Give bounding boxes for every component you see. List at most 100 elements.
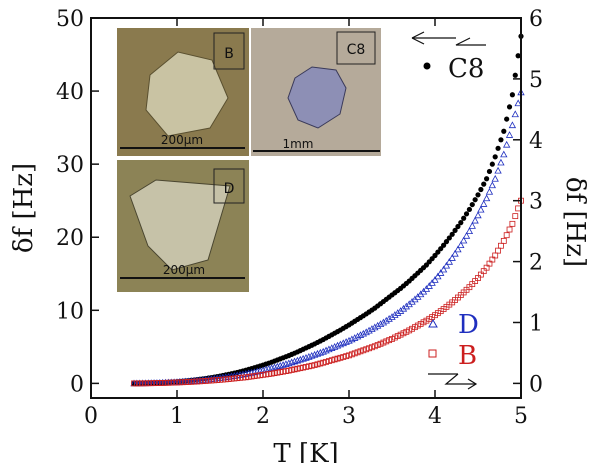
photo-c8-crystal bbox=[287, 66, 347, 129]
data-point bbox=[434, 272, 442, 280]
y-left-tick-label: 20 bbox=[56, 226, 84, 251]
data-point bbox=[506, 226, 513, 233]
data-point bbox=[382, 316, 390, 324]
data-point bbox=[362, 328, 370, 336]
y-axis-left-label: δf [Hz] bbox=[9, 163, 39, 253]
data-point bbox=[480, 200, 488, 207]
data-point bbox=[348, 335, 356, 343]
data-point bbox=[437, 269, 445, 276]
data-point bbox=[402, 302, 411, 310]
data-point bbox=[471, 216, 479, 224]
data-point bbox=[385, 314, 393, 322]
data-point bbox=[435, 249, 441, 255]
data-point bbox=[399, 304, 408, 312]
series-layer bbox=[130, 33, 525, 387]
photo-d-label-box bbox=[213, 168, 245, 204]
data-point bbox=[319, 347, 327, 355]
data-point bbox=[495, 145, 501, 151]
data-point bbox=[485, 187, 494, 195]
legend-d-label: D bbox=[458, 310, 479, 340]
photo-d-crystal bbox=[129, 179, 231, 271]
y-left-tick-label: 0 bbox=[70, 372, 84, 397]
data-point bbox=[431, 276, 439, 283]
legend: C8 D B bbox=[423, 54, 484, 371]
photo-c8-label: C8 bbox=[347, 42, 366, 58]
data-point bbox=[502, 140, 511, 148]
data-point bbox=[504, 116, 510, 122]
y-left-tick-label: 50 bbox=[56, 7, 84, 32]
data-point bbox=[514, 99, 522, 107]
data-point bbox=[451, 249, 459, 257]
right-axis-arrow bbox=[428, 373, 478, 390]
left-arrow-tip bbox=[411, 31, 425, 39]
legend-b-marker bbox=[428, 349, 437, 358]
data-point bbox=[322, 346, 330, 354]
data-point bbox=[391, 311, 399, 318]
data-point bbox=[438, 246, 444, 252]
data-point bbox=[442, 261, 451, 269]
data-point bbox=[282, 360, 290, 368]
y-right-tick-label: 6 bbox=[529, 7, 543, 32]
data-point bbox=[492, 154, 498, 160]
data-point bbox=[285, 359, 293, 367]
inset-photo-d: D 200μm bbox=[117, 160, 249, 292]
photo-b-crystal bbox=[145, 51, 229, 137]
data-point bbox=[512, 72, 518, 78]
data-point bbox=[356, 331, 365, 338]
data-point bbox=[481, 181, 487, 187]
data-point bbox=[498, 137, 504, 143]
data-point bbox=[379, 318, 388, 326]
y-left-tick-label: 40 bbox=[56, 80, 84, 105]
data-point bbox=[394, 309, 402, 316]
data-point bbox=[432, 252, 438, 259]
data-point bbox=[462, 231, 471, 239]
data-point bbox=[463, 211, 470, 217]
x-tick-label: 5 bbox=[514, 404, 528, 429]
data-point bbox=[509, 92, 515, 98]
photo-c8-label-box bbox=[336, 31, 376, 65]
data-point bbox=[465, 227, 474, 235]
data-point bbox=[273, 362, 282, 370]
data-point bbox=[328, 344, 336, 351]
right-arrow-tip bbox=[467, 378, 478, 390]
data-point bbox=[494, 166, 502, 174]
data-point bbox=[497, 158, 505, 166]
data-point bbox=[500, 237, 507, 244]
data-point bbox=[475, 192, 481, 198]
data-point bbox=[455, 223, 461, 230]
data-point bbox=[495, 247, 501, 254]
data-point bbox=[500, 150, 508, 158]
data-point bbox=[293, 356, 302, 364]
x-tick-label: 2 bbox=[256, 404, 270, 429]
data-point bbox=[396, 307, 405, 314]
x-axis-label: T [K] bbox=[273, 439, 338, 463]
data-point bbox=[316, 348, 325, 356]
data-point bbox=[477, 205, 485, 213]
y-right-tick-label: 5 bbox=[529, 68, 543, 93]
left-arrow-tip-lower bbox=[411, 37, 425, 45]
data-point bbox=[325, 345, 333, 353]
legend-d-marker bbox=[428, 318, 438, 328]
data-point bbox=[515, 53, 521, 59]
y-axis-right-label: δf [Hz] bbox=[560, 177, 590, 267]
data-point bbox=[290, 357, 299, 365]
data-point bbox=[482, 194, 491, 202]
data-point bbox=[313, 349, 322, 357]
y-right-tick-label: 2 bbox=[529, 251, 543, 276]
photo-b-label: B bbox=[224, 46, 234, 62]
data-point bbox=[511, 110, 519, 118]
data-point bbox=[276, 361, 284, 369]
data-point bbox=[508, 121, 517, 129]
data-point bbox=[506, 104, 513, 110]
data-point bbox=[308, 351, 316, 359]
data-point bbox=[371, 323, 379, 331]
data-point bbox=[441, 242, 447, 248]
photo-d-label: D bbox=[224, 181, 235, 197]
data-point bbox=[478, 186, 484, 193]
data-point bbox=[279, 361, 287, 368]
legend-c8-marker bbox=[423, 62, 431, 70]
data-point bbox=[512, 213, 519, 220]
data-point bbox=[452, 227, 458, 234]
